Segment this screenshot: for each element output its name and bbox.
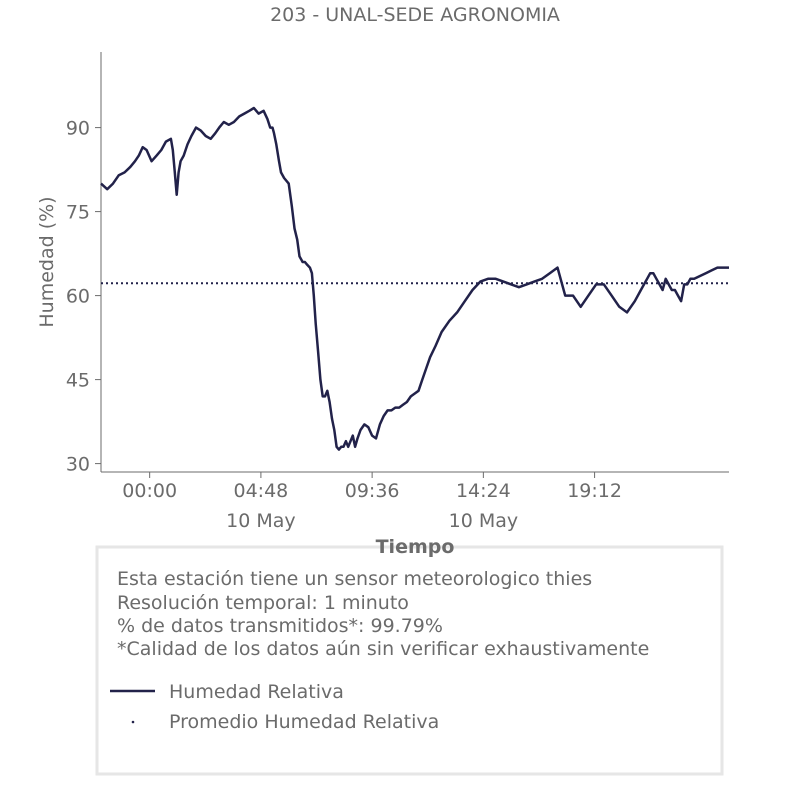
- x-tick-time-label: 14:24: [456, 480, 511, 502]
- info-line-2: Resolución temporal: 1 minuto: [117, 592, 409, 614]
- x-axis-ticks: 00:00 04:48 10 May 09:36 14:24 10 May 19:12: [122, 472, 622, 532]
- info-line-4: *Calidad de los datos aún sin verificar …: [117, 638, 649, 660]
- x-axis-label: Tiempo: [376, 536, 455, 558]
- x-tick-time-label: 09:36: [345, 480, 400, 502]
- y-tick-label: 60: [66, 286, 90, 308]
- x-tick-date-label: 10 May: [226, 510, 296, 532]
- legend-label-humedad: Humedad Relativa: [169, 681, 344, 703]
- info-box: [95, 545, 724, 776]
- y-axis-ticks: 30 45 60 75 90: [66, 118, 101, 476]
- y-tick-label: 45: [66, 370, 90, 392]
- y-axis-label: Humedad (%): [36, 196, 58, 327]
- y-tick-label: 30: [66, 454, 90, 476]
- info-line-3: % de datos transmitidos*: 99.79%: [117, 615, 443, 637]
- x-tick-time-label: 00:00: [122, 480, 177, 502]
- y-tick-label: 75: [66, 202, 90, 224]
- info-line-1: Esta estación tiene un sensor meteorolog…: [117, 568, 592, 590]
- x-tick-date-label: 10 May: [449, 510, 519, 532]
- x-tick-time-label: 19:12: [567, 480, 622, 502]
- y-tick-label: 90: [66, 118, 90, 140]
- humidity-series-line: [100, 106, 729, 451]
- x-tick-time-label: 04:48: [234, 480, 289, 502]
- legend-label-promedio: Promedio Humedad Relativa: [169, 711, 439, 733]
- legend-swatch-dot: [131, 720, 135, 724]
- chart-title: 203 - UNAL-SEDE AGRONOMIA: [270, 4, 560, 26]
